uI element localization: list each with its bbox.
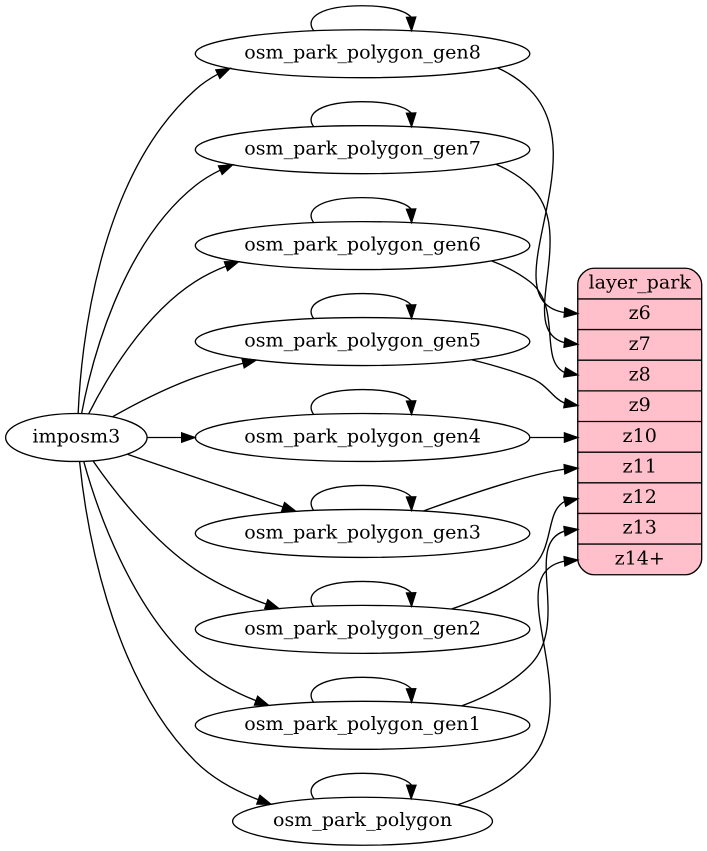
svg-text:z6: z6 [629,303,651,324]
svg-text:osm_park_polygon_gen6: osm_park_polygon_gen6 [244,235,481,256]
svg-text:z13: z13 [623,518,657,539]
svg-text:z8: z8 [629,364,651,385]
svg-text:osm_park_polygon_gen5: osm_park_polygon_gen5 [244,330,481,351]
svg-text:z11: z11 [623,456,657,477]
svg-text:imposm3: imposm3 [32,426,120,447]
svg-text:osm_park_polygon_gen4: osm_park_polygon_gen4 [244,426,481,447]
svg-text:z14+: z14+ [615,548,665,569]
svg-text:osm_park_polygon: osm_park_polygon [273,810,452,831]
svg-text:z12: z12 [623,487,657,508]
svg-text:osm_park_polygon_gen7: osm_park_polygon_gen7 [244,139,481,160]
svg-text:osm_park_polygon_gen2: osm_park_polygon_gen2 [244,618,481,639]
svg-text:layer_park: layer_park [589,273,692,294]
svg-text:osm_park_polygon_gen8: osm_park_polygon_gen8 [244,43,481,64]
svg-text:osm_park_polygon_gen3: osm_park_polygon_gen3 [244,522,481,543]
svg-text:osm_park_polygon_gen1: osm_park_polygon_gen1 [244,714,481,735]
svg-text:z9: z9 [629,395,651,416]
svg-text:z7: z7 [629,334,651,355]
svg-text:z10: z10 [623,426,657,447]
